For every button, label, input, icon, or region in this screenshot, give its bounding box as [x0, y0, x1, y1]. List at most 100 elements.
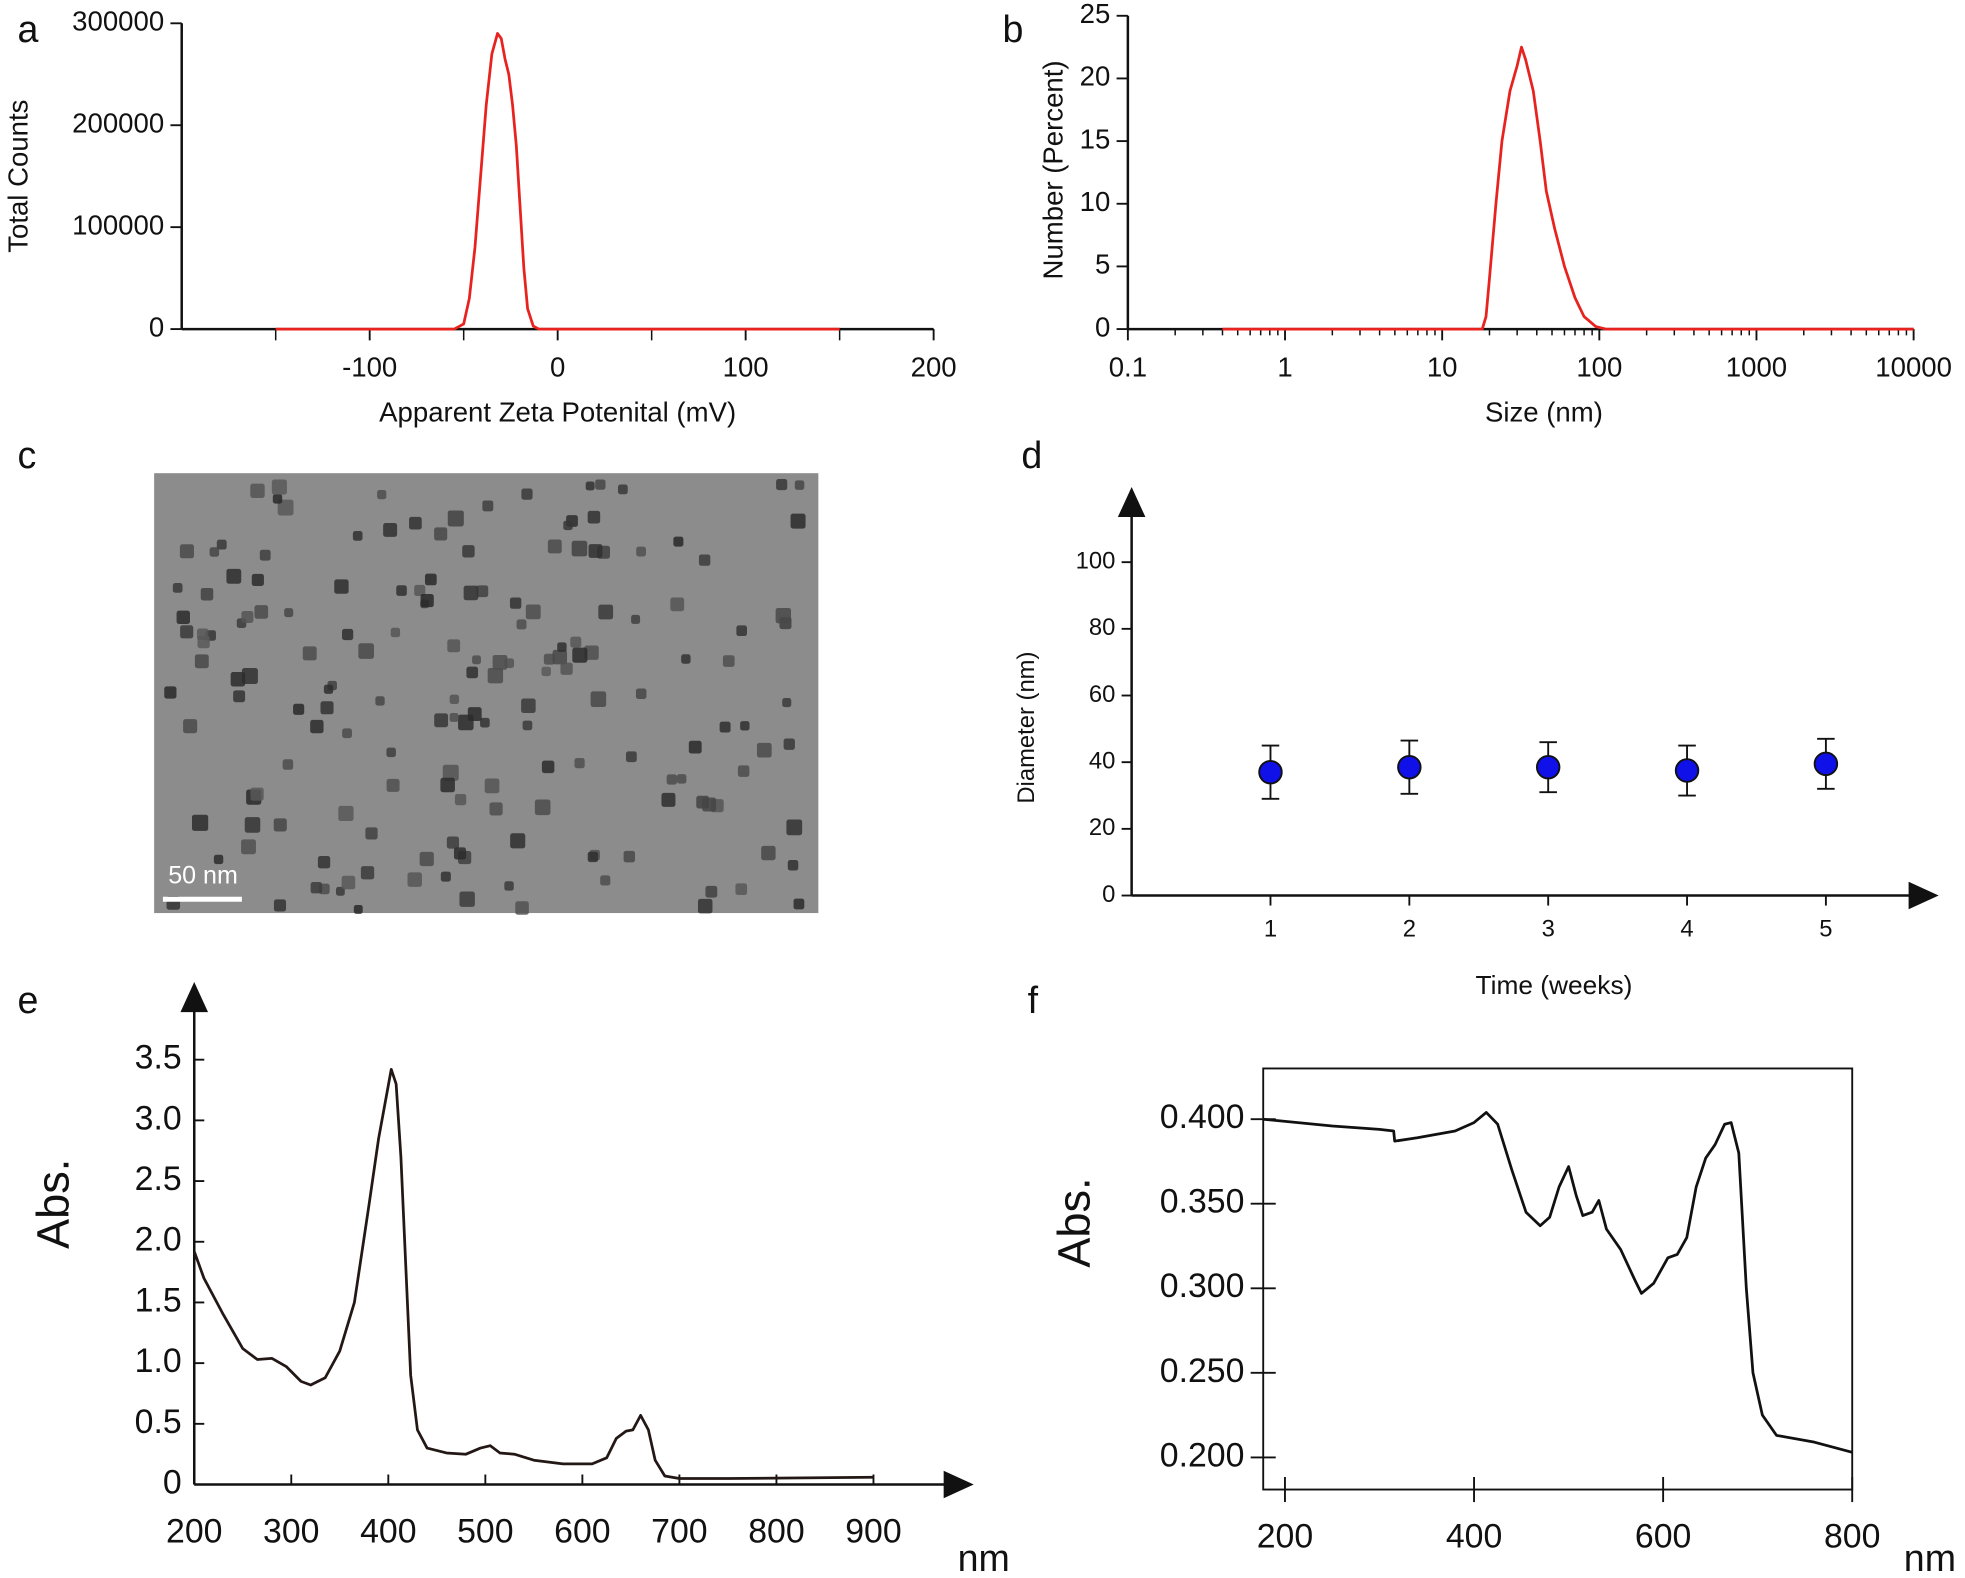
nanoparticle — [164, 686, 177, 699]
nanoparticle — [360, 866, 375, 880]
nanoparticle — [688, 740, 702, 754]
data-line — [1263, 1111, 1853, 1454]
nanoparticle — [547, 539, 562, 554]
nanoparticle — [335, 886, 345, 896]
y-axis-title: Total Counts — [2, 100, 33, 253]
nanoparticle — [244, 817, 261, 833]
x-tick-label: 200 — [1257, 1518, 1313, 1556]
nanoparticle — [449, 713, 459, 722]
nanoparticle — [277, 499, 294, 516]
nanoparticle — [447, 639, 461, 653]
nanoparticle — [636, 546, 646, 557]
nanoparticle — [510, 833, 526, 849]
y-tick-label: 0.300 — [1160, 1267, 1245, 1305]
x-tick-label: 1000 — [1726, 351, 1787, 382]
nanoparticle — [226, 568, 242, 584]
y-tick-label: 5 — [1095, 249, 1110, 280]
nanoparticle — [625, 751, 637, 763]
nanoparticle — [563, 520, 573, 531]
x-axis-arrow — [943, 1470, 974, 1499]
nanoparticle — [342, 728, 352, 739]
nanoparticle — [552, 649, 568, 665]
nanoparticle — [522, 720, 533, 731]
x-tick-label: 800 — [748, 1513, 804, 1551]
nanoparticle — [595, 479, 606, 490]
nanoparticle — [783, 738, 795, 750]
x-tick-label: -100 — [342, 351, 397, 382]
y-tick-label: 100000 — [72, 209, 164, 240]
y-tick-label: 20 — [1089, 814, 1115, 841]
nanoparticle — [484, 778, 500, 794]
nanoparticle — [453, 847, 467, 860]
y-tick-label: 15 — [1080, 123, 1111, 154]
nanoparticle — [209, 547, 220, 557]
nanoparticle — [557, 642, 567, 652]
x-tick-label: 4 — [1680, 915, 1693, 942]
nanoparticle — [386, 778, 400, 792]
x-tick-label: 800 — [1824, 1518, 1880, 1556]
nanoparticle — [302, 646, 317, 661]
y-axis-title: Abs. — [27, 1159, 78, 1249]
nanoparticle — [454, 793, 467, 806]
nanoparticle — [216, 539, 227, 550]
nanoparticle — [482, 500, 494, 512]
nanoparticle — [776, 478, 788, 491]
nanoparticle — [670, 597, 685, 612]
nanoparticle — [794, 480, 805, 490]
nanoparticle — [705, 885, 718, 898]
x-tick-label: 900 — [845, 1513, 901, 1551]
nanoparticle — [434, 527, 448, 541]
nanoparticle — [273, 899, 287, 912]
nanoparticle — [409, 516, 422, 530]
nanoparticle — [736, 625, 747, 637]
nanoparticle — [598, 604, 614, 620]
x-tick-label: 0.1 — [1109, 351, 1147, 382]
x-tick-label: 0 — [550, 351, 565, 382]
nanoparticle — [790, 513, 806, 529]
y-tick-label: 40 — [1089, 747, 1115, 774]
x-tick-label: 600 — [1635, 1518, 1691, 1556]
nanoparticle — [176, 610, 190, 624]
nanoparticle — [200, 587, 214, 601]
nanoparticle — [310, 881, 323, 894]
nanoparticle — [241, 610, 254, 623]
x-tick-label: 3 — [1542, 915, 1555, 942]
nanoparticle — [719, 721, 731, 733]
nanoparticle — [740, 721, 750, 731]
nanoparticle — [661, 792, 676, 807]
nanoparticle — [419, 851, 434, 867]
nanoparticle — [407, 872, 422, 887]
data-line — [1222, 45, 1914, 331]
data-point — [1535, 754, 1561, 780]
nanoparticle — [504, 881, 514, 891]
nanoparticle — [787, 860, 799, 871]
nanoparticle — [310, 719, 324, 734]
nanoparticle — [697, 898, 713, 914]
nanoparticle — [250, 483, 265, 499]
nanoparticle — [525, 604, 541, 620]
x-axis-title: nm — [1904, 1537, 1956, 1578]
y-tick-label: 3.0 — [135, 1099, 182, 1137]
x-axis-title: Apparent Zeta Potenital (mV) — [379, 397, 736, 428]
panel-label: c — [18, 434, 37, 476]
data-point — [1397, 754, 1422, 780]
nanoparticle — [489, 802, 503, 816]
nanoparticle — [584, 645, 599, 660]
nanoparticle — [446, 836, 460, 849]
nanoparticle — [476, 585, 489, 598]
nanoparticle — [702, 797, 717, 812]
nanoparticle — [323, 684, 334, 694]
y-tick-label: 0 — [149, 311, 164, 342]
nanoparticle — [463, 585, 479, 601]
nanoparticle — [341, 875, 356, 890]
nanoparticle — [590, 691, 607, 707]
y-tick-label: 300000 — [72, 6, 164, 37]
nanoparticle — [338, 805, 354, 822]
x-tick-label: 1 — [1277, 351, 1292, 382]
y-tick-label: 2.5 — [135, 1160, 182, 1198]
nanoparticle — [352, 531, 363, 541]
y-axis-arrow — [1117, 486, 1146, 518]
nanoparticle — [241, 839, 256, 855]
nanoparticle — [541, 666, 551, 677]
